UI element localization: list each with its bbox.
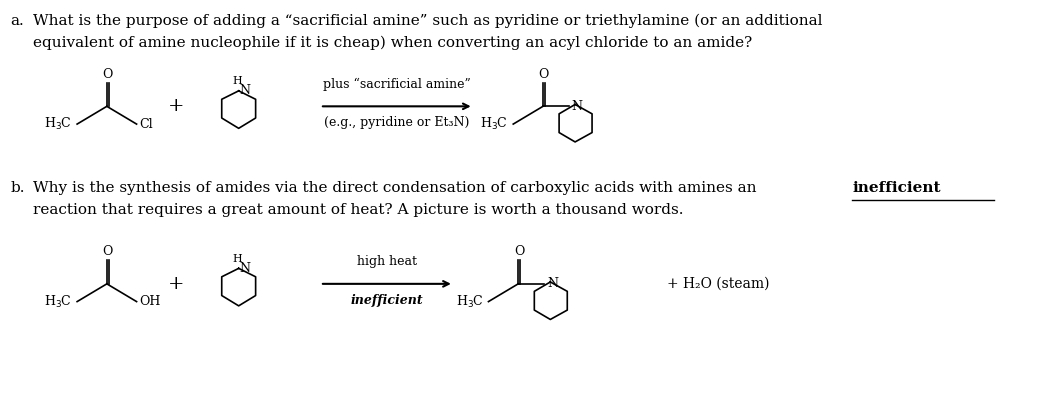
Text: What is the purpose of adding a “sacrificial amine” such as pyridine or triethyl: What is the purpose of adding a “sacrifi… (32, 14, 822, 28)
Text: equivalent of amine nucleophile if it is cheap) when converting an acyl chloride: equivalent of amine nucleophile if it is… (32, 35, 752, 50)
Text: O: O (102, 245, 113, 258)
Text: inefficient: inefficient (351, 294, 423, 307)
Text: plus “sacrificial amine”: plus “sacrificial amine” (323, 77, 471, 91)
Text: H$_3$C: H$_3$C (44, 293, 72, 310)
Text: inefficient: inefficient (852, 181, 941, 195)
Text: N: N (547, 277, 557, 290)
Text: reaction that requires a great amount of heat? A picture is worth a thousand wor: reaction that requires a great amount of… (32, 203, 683, 217)
Text: N: N (240, 262, 251, 275)
Text: + H₂O (steam): + H₂O (steam) (667, 277, 769, 291)
Text: +: + (168, 275, 185, 293)
Text: H: H (233, 76, 242, 86)
Text: OH: OH (140, 295, 161, 308)
Text: O: O (514, 245, 524, 258)
Text: Cl: Cl (140, 118, 153, 131)
Text: H$_3$C: H$_3$C (480, 116, 508, 132)
Text: O: O (102, 68, 113, 81)
Text: (e.g., pyridine or Et₃N): (e.g., pyridine or Et₃N) (324, 116, 470, 129)
Text: high heat: high heat (357, 255, 417, 268)
Text: Why is the synthesis of amides via the direct condensation of carboxylic acids w: Why is the synthesis of amides via the d… (32, 181, 756, 195)
Text: H: H (233, 253, 242, 264)
Text: H$_3$C: H$_3$C (455, 293, 483, 310)
Text: N: N (240, 84, 251, 98)
Text: b.: b. (10, 181, 25, 195)
Text: O: O (539, 68, 549, 81)
Text: a.: a. (10, 14, 24, 28)
Text: +: + (168, 98, 185, 115)
Text: H$_3$C: H$_3$C (44, 116, 72, 132)
Text: N: N (572, 100, 583, 113)
